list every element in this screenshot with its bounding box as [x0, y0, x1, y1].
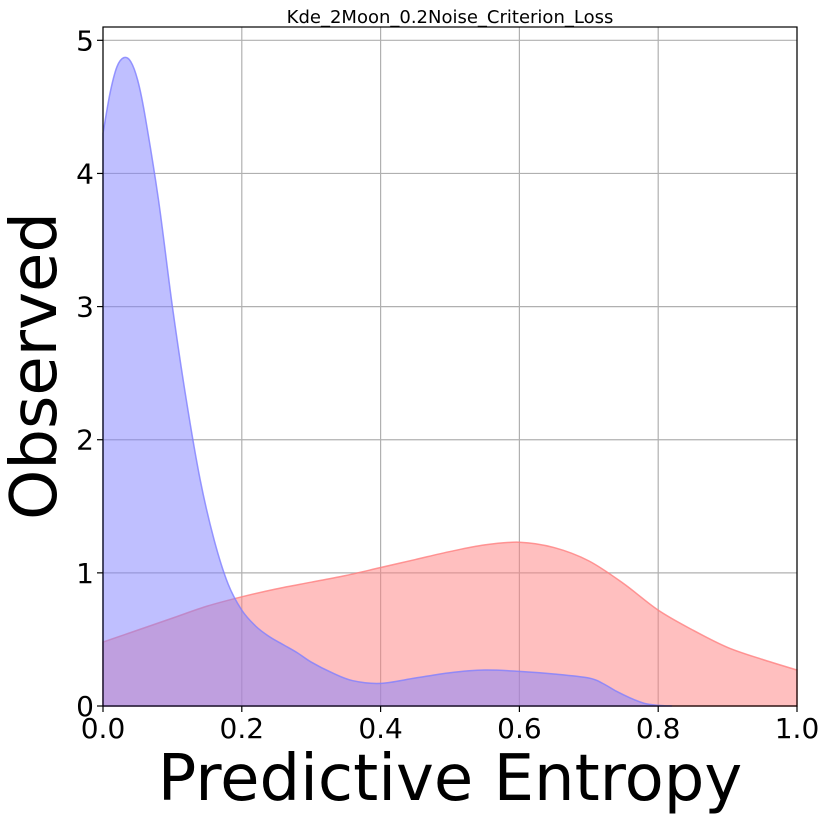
x-axis-label: Predictive Entropy [158, 742, 742, 816]
y-axis-label: Observed [0, 212, 72, 520]
plot-frame [102, 26, 798, 707]
x-tick-label: 0.2 [220, 712, 265, 745]
x-tick-label: 0.0 [81, 712, 126, 745]
y-tick-label: 5 [76, 24, 94, 57]
y-tick-label: 0 [76, 690, 94, 723]
x-tick-label: 0.4 [358, 712, 403, 745]
x-tick-label: 0.6 [497, 712, 542, 745]
x-tick-label: 0.8 [636, 712, 681, 745]
y-tick-label: 1 [76, 557, 94, 590]
chart-title: Kde_2Moon_0.2Noise_Criterion_Loss [287, 7, 614, 28]
x-tick-label: 1.0 [775, 712, 820, 745]
y-tick-label: 3 [76, 291, 94, 324]
axis-ticks: 0.0 0.2 0.4 0.6 0.8 1.0 0 1 2 3 4 5 [76, 24, 819, 745]
series-areas [102, 56, 798, 707]
y-tick-label: 4 [76, 157, 94, 190]
blue-density-area [102, 56, 673, 707]
y-tick-label: 2 [76, 424, 94, 457]
